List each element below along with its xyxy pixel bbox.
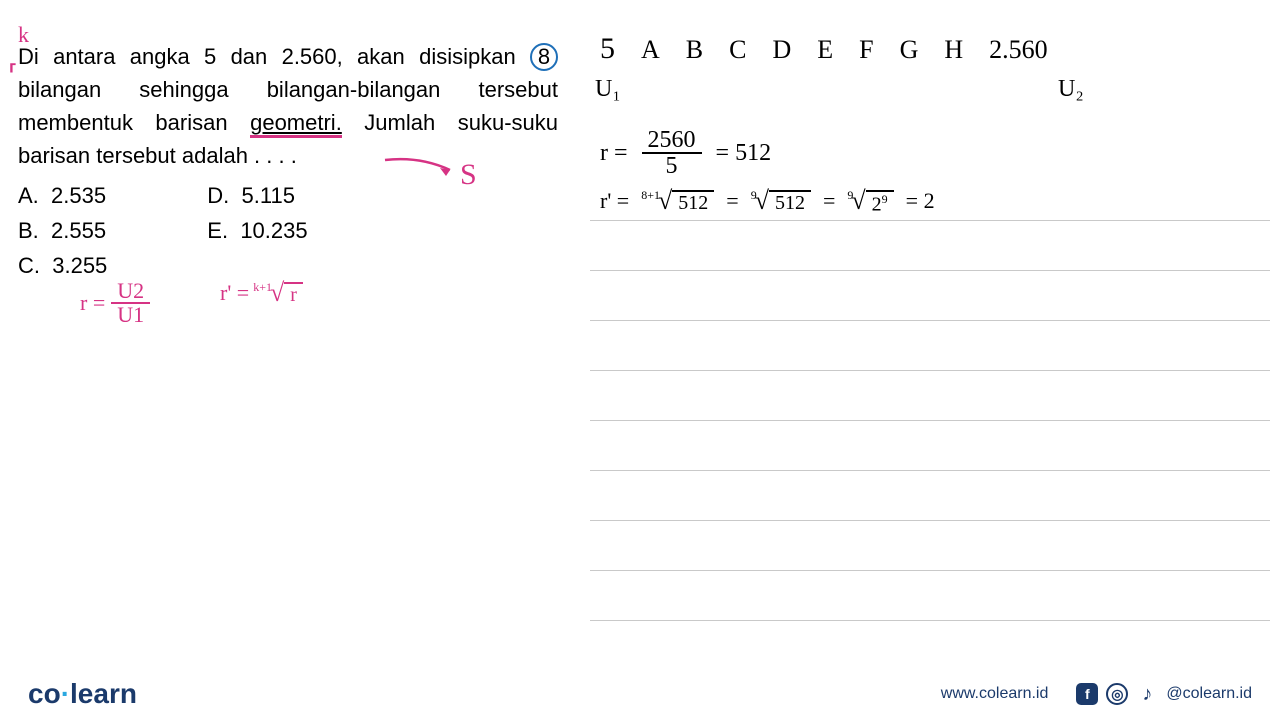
tiktok-icon[interactable]: ♪: [1136, 683, 1158, 705]
q-pre: Di antara angka 5 dan 2.560, akan disisi…: [18, 44, 530, 69]
seq-B: B: [686, 35, 703, 65]
option-e: E. 10.235: [207, 213, 307, 248]
rp-lhs: r' =: [600, 188, 629, 214]
seq-D: D: [772, 35, 791, 65]
surd-icon: √: [851, 186, 865, 216]
seq-C: C: [729, 35, 746, 65]
option-col-1: A. 2.535 B. 2.555 C. 3.255: [18, 178, 107, 284]
logo: co·learn: [28, 678, 137, 710]
arrow-to-s: [380, 148, 470, 188]
ruled-line: [590, 270, 1270, 320]
question-block: k ⸢ Di antara angka 5 dan 2.560, akan di…: [18, 40, 558, 284]
sequence-header: 5 A B C D E F G H 2.560: [600, 32, 1048, 66]
r-lhs: r =: [600, 140, 628, 167]
option-a: A. 2.535: [18, 178, 107, 213]
option-c: C. 3.255: [18, 248, 107, 283]
u2-label: U₂: [1058, 76, 1084, 103]
radical-kplus1: k+1 √ r: [253, 278, 303, 308]
logo-co: co: [28, 678, 61, 709]
footer-url[interactable]: www.colearn.id: [941, 685, 1049, 703]
radical-index: k+1: [253, 280, 272, 295]
footer-right: www.colearn.id f ◎ ♪ @colearn.id: [941, 683, 1252, 705]
underlined-word: geometri.: [250, 110, 342, 135]
radical-surd: √: [270, 278, 284, 308]
seq-first: 5: [600, 32, 615, 66]
ruled-area: [590, 220, 1270, 690]
option-a-value: 2.535: [51, 183, 106, 208]
num-2560: 2560: [642, 128, 702, 154]
seq-A: A: [641, 35, 660, 65]
u1-label: U₁: [595, 76, 621, 103]
ruled-line: [590, 620, 1270, 670]
rad3-base: 2: [872, 194, 882, 216]
den-5: 5: [660, 154, 684, 178]
options: A. 2.535 B. 2.555 C. 3.255 D. 5.115 E. 1…: [18, 178, 558, 284]
ruled-line: [590, 420, 1270, 470]
eq-512: = 512: [716, 140, 772, 167]
calc-rprime: r' = 8+1 √ 512 = 9 √ 512 = 9 √ 29 = 2: [600, 186, 935, 216]
result-2: = 2: [906, 188, 935, 214]
option-d-value: 5.115: [242, 183, 295, 208]
surd-icon: √: [658, 186, 672, 216]
footer-handle: @colearn.id: [1166, 685, 1252, 703]
hand-s: S: [460, 158, 477, 192]
frac-num: U2: [111, 280, 150, 304]
ruled-line: [590, 220, 1270, 270]
surd-icon: √: [755, 186, 769, 216]
rad1-val: 512: [672, 190, 714, 215]
option-e-value: 10.235: [240, 218, 307, 243]
circled-8: 8: [530, 43, 558, 71]
frac-u2-u1: U2 U1: [111, 280, 150, 326]
bracket-icon: ⸢: [8, 60, 18, 90]
question-text: Di antara angka 5 dan 2.560, akan disisi…: [18, 40, 558, 172]
frac-2560-5: 2560 5: [642, 128, 702, 178]
option-c-value: 3.255: [52, 253, 107, 278]
eq2: =: [823, 188, 835, 214]
ruled-line: [590, 470, 1270, 520]
seq-G: G: [900, 35, 919, 65]
rad-2: 9 √ 512: [751, 186, 811, 216]
facebook-icon[interactable]: f: [1076, 683, 1098, 705]
seq-last: 2.560: [989, 35, 1048, 65]
instagram-icon[interactable]: ◎: [1106, 683, 1128, 705]
ruled-line: [590, 520, 1270, 570]
rad3-val: 29: [866, 190, 894, 217]
seq-H: H: [944, 35, 963, 65]
rad-1: 8+1 √ 512: [641, 186, 714, 216]
calc-r: r = 2560 5 = 512: [600, 128, 771, 178]
logo-dot-icon: ·: [61, 678, 70, 709]
rad3-exp: 9: [882, 192, 888, 206]
ruled-line: [590, 570, 1270, 620]
ruled-line: [590, 370, 1270, 420]
frac-den: U1: [111, 304, 150, 326]
footer: co·learn www.colearn.id f ◎ ♪ @colearn.i…: [0, 678, 1280, 710]
option-b-value: 2.555: [51, 218, 106, 243]
option-d: D. 5.115: [207, 178, 307, 213]
r-eq-lhs: r =: [80, 290, 105, 316]
logo-learn: learn: [70, 678, 137, 709]
ruled-line: [590, 320, 1270, 370]
option-b: B. 2.555: [18, 213, 107, 248]
rad1-idx: 8+1: [641, 188, 660, 203]
rprime-lhs: r' =: [220, 280, 249, 306]
rad2-val: 512: [769, 190, 811, 215]
social-block: f ◎ ♪ @colearn.id: [1076, 683, 1252, 705]
rad-3: 9 √ 29: [847, 186, 893, 216]
seq-F: F: [859, 35, 873, 65]
annotation-k: k: [18, 22, 29, 48]
eq1: =: [726, 188, 738, 214]
formula-r: r = U2 U1: [80, 280, 150, 326]
option-col-2: D. 5.115 E. 10.235: [207, 178, 307, 284]
formula-rprime: r' = k+1 √ r: [220, 278, 303, 308]
pink-underline: [250, 135, 342, 138]
radical-radicand: r: [284, 282, 303, 307]
seq-E: E: [817, 35, 833, 65]
rad3-idx: 9: [847, 188, 853, 203]
rad2-idx: 9: [751, 188, 757, 203]
